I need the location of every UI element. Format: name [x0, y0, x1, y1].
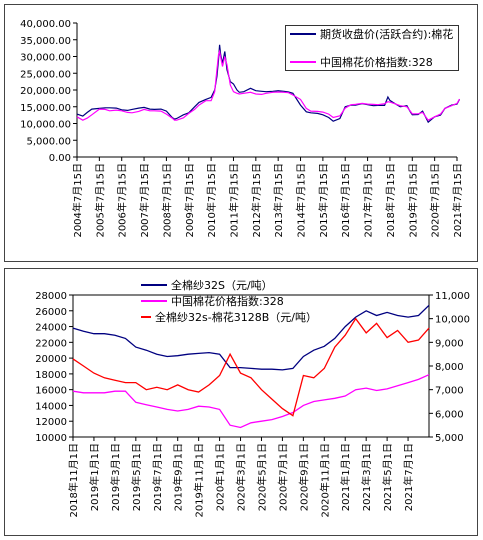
futures-vs-index-chart: 0.00 5,000.00 10,000.00 15,000.00 20,000.00 2… — [4, 4, 478, 262]
right-tick-label: 10,000 — [435, 315, 470, 326]
left-tick-label: 24000 — [35, 323, 67, 334]
x-tick-label: 2020年3月1日 — [235, 443, 248, 511]
x-tick-label: 2007年7月15日 — [138, 163, 151, 238]
x-tick-label: 2010年7月15日 — [205, 163, 218, 238]
legend-item-spread: 全棉纱32s-棉花3128B（元/吨） — [137, 309, 317, 325]
x-tick-label: 2019年7月15日 — [406, 163, 419, 238]
left-tick-label: 22000 — [35, 338, 67, 349]
chart2-legend: 全棉纱32S（元/吨） 中国棉花价格指数:328 全棉纱32s-棉花3128B（… — [137, 277, 317, 325]
chart1-legend: 期货收盘价(活跃合约):棉花 中国棉花价格指数:328 — [285, 25, 459, 71]
legend-item-yarn: 全棉纱32S（元/吨） — [137, 277, 317, 293]
x-tick-label: 2017年7月15日 — [362, 163, 375, 238]
legend-item-futures: 期货收盘价(活跃合约):棉花 — [286, 26, 458, 42]
x-tick-label: 2020年7月15日 — [429, 163, 442, 238]
x-tick-label: 2015年7月15日 — [317, 163, 330, 238]
left-tick-label: 26000 — [35, 307, 67, 318]
x-tick-label: 2018年11月1日 — [67, 443, 80, 518]
left-tick-label: 10000 — [35, 433, 67, 444]
x-tick-label: 2019年11月1日 — [193, 443, 206, 518]
x-tick-label: 2020年1月1日 — [214, 443, 227, 511]
right-tick-label: 11,000 — [435, 291, 470, 302]
cotton-index-line — [76, 49, 461, 121]
yarn-price-line — [72, 304, 430, 371]
y-tick-label: 15,000.00 — [20, 103, 71, 114]
x-tick-label: 2012年7月15日 — [250, 163, 263, 238]
futures-vs-index-plot: 0.00 5,000.00 10,000.00 15,000.00 20,000.00 2… — [20, 19, 464, 238]
left-tick-label: 14000 — [35, 401, 67, 412]
right-tick-label: 5,000 — [435, 433, 464, 444]
x-tick-label: 2020年11月1日 — [318, 443, 331, 518]
legend-label-futures: 期货收盘价(活跃合约):棉花 — [320, 28, 454, 41]
legend-swatch-index2 — [141, 300, 167, 302]
x-tick-label: 2019年5月1日 — [130, 443, 143, 511]
y-tick-label: 30,000.00 — [20, 53, 71, 64]
x-tick-label: 2020年5月1日 — [255, 443, 268, 511]
x-tick-label: 2016年7月15日 — [339, 163, 352, 238]
y-tick-label: 20,000.00 — [20, 86, 71, 97]
legend-label-yarn: 全棉纱32S（元/吨） — [171, 279, 273, 292]
legend-item-index2: 中国棉花价格指数:328 — [137, 293, 317, 309]
x-tick-label: 2021年5月1日 — [381, 443, 394, 511]
legend-swatch-cotton-index — [290, 61, 316, 63]
legend-item-cotton-index: 中国棉花价格指数:328 — [286, 54, 458, 70]
left-tick-label: 18000 — [35, 370, 67, 381]
x-tick-label: 2021年1月1日 — [339, 443, 352, 511]
x-tick-label: 2019年7月1日 — [151, 443, 164, 511]
x-tick-label: 2020年9月1日 — [297, 443, 310, 511]
x-tick-label: 2019年3月1日 — [109, 443, 122, 511]
x-tick-label: 2005年7月15日 — [93, 163, 106, 238]
right-tick-label: 8,000 — [435, 362, 464, 373]
y-tick-label: 5,000.00 — [26, 136, 71, 147]
x-tick-label: 2006年7月15日 — [116, 163, 129, 238]
left-tick-label: 16000 — [35, 386, 67, 397]
right-tick-label: 7,000 — [435, 386, 464, 397]
x-tick-label: 2021年7月1日 — [402, 443, 415, 511]
legend-label-cotton-index: 中国棉花价格指数:328 — [320, 56, 433, 69]
x-tick-label: 2021年3月1日 — [360, 443, 373, 511]
legend-swatch-futures — [290, 33, 316, 35]
x-tick-label: 2008年7月15日 — [160, 163, 173, 238]
left-tick-label: 28000 — [35, 291, 67, 302]
y-tick-label: 25,000.00 — [20, 69, 71, 80]
x-tick-label: 2018年7月15日 — [384, 163, 397, 238]
yarn-spread-chart: 10000 12000 14000 16000 18000 20000 22000 24000… — [4, 268, 478, 536]
y-tick-label: 0.00 — [49, 153, 71, 164]
x-tick-label: 2004年7月15日 — [71, 163, 84, 238]
legend-swatch-spread — [141, 316, 152, 318]
x-tick-label: 2014年7月15日 — [295, 163, 308, 238]
x-tick-label: 2009年7月15日 — [183, 163, 196, 238]
x-tick-label: 2013年7月15日 — [272, 163, 285, 238]
x-tick-label: 2020年7月1日 — [276, 443, 289, 511]
legend-label-index2: 中国棉花价格指数:328 — [171, 295, 284, 308]
x-tick-label: 2019年9月1日 — [172, 443, 185, 511]
yarn-spread-plot: 10000 12000 14000 16000 18000 20000 22000 24000… — [35, 291, 470, 518]
x-tick-label: 2011年7月15日 — [227, 163, 240, 238]
left-tick-label: 20000 — [35, 354, 67, 365]
cotton-index-line-2 — [72, 374, 430, 429]
legend-swatch-yarn — [141, 284, 167, 286]
right-tick-label: 9,000 — [435, 338, 464, 349]
legend-label-spread: 全棉纱32s-棉花3128B（元/吨） — [155, 311, 317, 324]
x-tick-label: 2021年7月15日 — [451, 163, 464, 238]
yarn-cotton-spread-line — [72, 317, 430, 417]
y-tick-label: 10,000.00 — [20, 120, 71, 131]
x-tick-label: 2019年1月1日 — [88, 443, 101, 511]
right-tick-label: 6,000 — [435, 409, 464, 420]
left-tick-label: 12000 — [35, 417, 67, 428]
y-tick-label: 40,000.00 — [20, 19, 71, 30]
y-tick-label: 35,000.00 — [20, 36, 71, 47]
